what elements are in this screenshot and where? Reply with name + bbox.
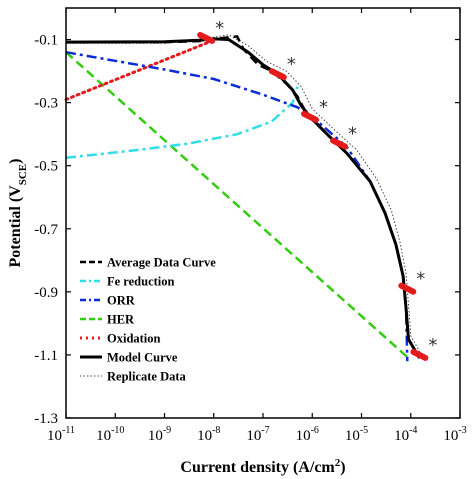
- x-tick-label: 10-9: [148, 425, 171, 444]
- asterisk-annotation: *: [416, 269, 425, 290]
- asterisk-annotation: *: [287, 54, 296, 75]
- series-oxidation: [64, 38, 216, 101]
- y-tick-label: -1.3: [34, 411, 58, 427]
- x-axis-title: Current density (A/cm2): [180, 457, 345, 476]
- asterisk-annotation: *: [348, 124, 357, 145]
- legend-label-average-data-curve: Average Data Curve: [107, 256, 216, 270]
- y-tick-label: -0.9: [34, 285, 58, 301]
- fit-marker: [398, 282, 417, 295]
- series-her: [65, 51, 410, 360]
- y-tick-label: -0.5: [34, 159, 58, 175]
- series-replicate-data: [66, 34, 424, 359]
- y-axis: -0.1 -0.3 -0.5 -0.7 -0.9 -1.1 -1.3: [34, 33, 460, 427]
- asterisk-annotation: *: [319, 97, 328, 118]
- x-tick-label: 10-7: [246, 425, 269, 444]
- series-model-curve: [65, 37, 421, 359]
- fit-marker: [197, 31, 216, 44]
- legend-label-model-curve: Model Curve: [107, 351, 178, 365]
- fit-marker: [410, 348, 429, 361]
- legend: Average Data Curve Fe reduction ORR HER Oxid…: [80, 256, 216, 384]
- x-axis: 10-11 10-10 10-9 10-8 10-7 10-6 10-5 10-4 10-3: [47, 8, 467, 444]
- x-tick-label: 10-4: [394, 425, 417, 444]
- y-tick-label: -0.7: [34, 222, 58, 238]
- y-tick-label: -0.3: [34, 96, 58, 112]
- fit-marker: [330, 137, 349, 150]
- x-tick-label: 10-10: [96, 425, 124, 444]
- series-fe-reduction: [65, 86, 299, 160]
- legend-label-orr: ORR: [107, 294, 136, 308]
- series-average-data-curve: [66, 35, 419, 356]
- x-tick-label: 10-3: [443, 425, 466, 444]
- x-tick-label: 10-11: [47, 425, 75, 444]
- y-tick-label: -1.1: [34, 348, 58, 364]
- y-tick-label: -0.1: [34, 33, 58, 49]
- x-axis-title-sup: 2: [335, 457, 341, 469]
- x-tick-label: 10-5: [345, 425, 368, 444]
- legend-label-her: HER: [107, 313, 135, 327]
- legend-label-fe-reduction: Fe reduction: [107, 275, 175, 289]
- asterisk-annotation: *: [428, 335, 437, 356]
- fit-marker: [268, 68, 287, 81]
- x-tick-label: 10-8: [197, 425, 220, 444]
- asterisk-annotation: *: [215, 18, 224, 39]
- marker-layer: * * * * * *: [197, 18, 437, 361]
- legend-label-replicate-data: Replicate Data: [107, 370, 187, 384]
- y-axis-title: Potential (VSCE): [7, 159, 29, 268]
- x-tick-label: 10-6: [296, 425, 319, 444]
- fit-marker: [300, 110, 319, 123]
- y-axis-title-sub: SCE: [17, 164, 29, 185]
- legend-label-oxidation: Oxidation: [107, 332, 161, 346]
